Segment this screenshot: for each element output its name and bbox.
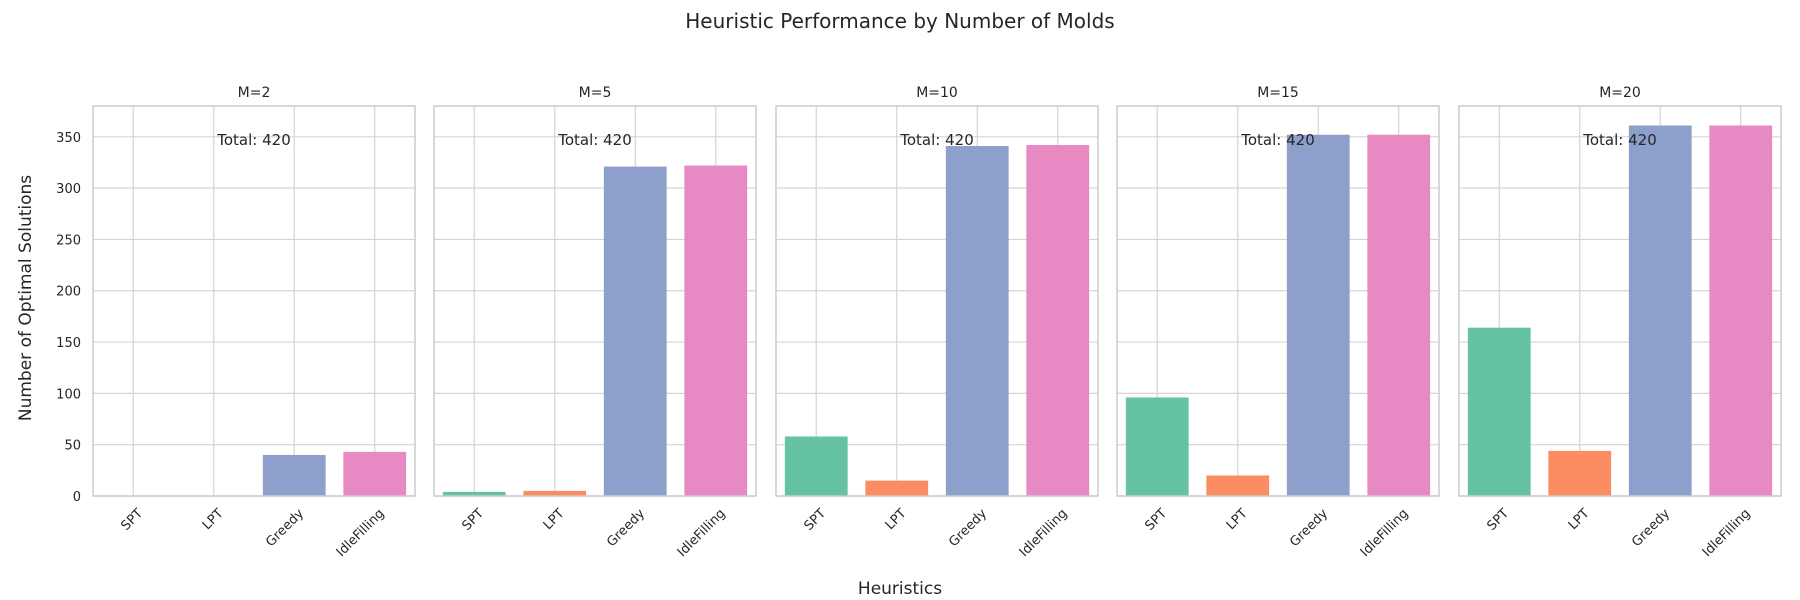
x-tick-label: SPT [1142, 506, 1170, 534]
total-label: Total: 420 [216, 131, 290, 149]
total-label: Total: 420 [557, 131, 631, 149]
x-tick-label: IdleFilling [1017, 506, 1071, 560]
panel-title: M=15 [1257, 85, 1299, 101]
y-tick-label: 250 [56, 233, 81, 248]
x-tick-label: IdleFilling [675, 506, 729, 560]
panel-title: M=5 [579, 85, 612, 101]
panel-frame [775, 105, 1099, 497]
panel-frame [1458, 105, 1782, 497]
y-axis-label: Number of Optimal Solutions [16, 175, 36, 421]
bar-idlefilling [1709, 125, 1773, 496]
x-tick-label: LPT [1566, 506, 1593, 533]
total-label: Total: 420 [1582, 131, 1656, 149]
x-tick-label: Greedy [604, 506, 648, 550]
chart-title: Heuristic Performance by Number of Molds [685, 9, 1114, 33]
bar-idlefilling [343, 451, 407, 496]
bar-lpt [1206, 475, 1270, 496]
bar-idlefilling [684, 165, 748, 497]
y-tick-label: 0 [73, 490, 81, 505]
x-tick-label: LPT [541, 506, 568, 533]
panel-m-10: M=10 Total: 420 SPT LPT Greedy IdleFilling [775, 85, 1099, 560]
x-tick-label: Greedy [1629, 506, 1673, 550]
x-axis-label: Heuristics [858, 579, 942, 599]
panel-title: M=20 [1599, 85, 1641, 101]
panel-frame [433, 105, 757, 497]
x-tick-label: SPT [118, 506, 146, 534]
total-label: Total: 420 [899, 131, 973, 149]
panel-m-2: M=2 Total: 420 0 50 100 150 200 250 300 350 SPT LPT… [56, 85, 416, 560]
bar-greedy [1286, 134, 1350, 496]
bar-spt [784, 436, 848, 496]
panel-title: M=2 [238, 85, 271, 101]
bar-greedy [603, 166, 667, 497]
x-tick-label: LPT [883, 506, 910, 533]
bar-idlefilling [1026, 145, 1090, 496]
x-tick-label: Greedy [1287, 506, 1331, 550]
panel-frame [1116, 105, 1440, 497]
y-tick-label: 200 [56, 285, 81, 300]
x-tick-label: SPT [459, 506, 487, 534]
bar-greedy [945, 146, 1009, 497]
x-tick-label: LPT [200, 506, 227, 533]
bar-spt [442, 491, 506, 496]
bar-lpt [523, 490, 587, 496]
bar-greedy [262, 454, 326, 496]
bar-idlefilling [1367, 134, 1431, 496]
x-tick-label: Greedy [263, 506, 307, 550]
x-tick-label: IdleFilling [1700, 506, 1754, 560]
panel-m-15: M=15 Total: 420 SPT LPT Greedy IdleFilling [1116, 85, 1440, 560]
x-tick-label: SPT [801, 506, 829, 534]
panel-m-5: M=5 Total: 420 SPT LPT Greedy IdleFilling [433, 85, 757, 560]
bar-spt [1125, 397, 1189, 496]
bar-lpt [1548, 450, 1612, 496]
x-tick-label: IdleFilling [1358, 506, 1412, 560]
panel-title: M=10 [916, 85, 958, 101]
y-tick-label: 100 [56, 387, 81, 402]
y-tick-label: 50 [64, 439, 81, 454]
y-tick-label: 150 [56, 336, 81, 351]
panel-m-20: M=20 Total: 420 SPT LPT Greedy IdleFilling [1458, 85, 1782, 560]
y-tick-label: 300 [56, 182, 81, 197]
bar-lpt [865, 480, 929, 496]
bar-greedy [1628, 125, 1692, 496]
y-tick-label: 350 [56, 131, 81, 146]
bar-spt [1467, 327, 1531, 496]
panel-frame [92, 105, 416, 497]
panels: M=2 Total: 420 0 50 100 150 200 250 300 350 SPT LPT… [56, 85, 1782, 560]
x-tick-label: IdleFilling [334, 506, 388, 560]
x-tick-label: Greedy [946, 506, 990, 550]
x-tick-label: LPT [1224, 506, 1251, 533]
x-tick-label: SPT [1484, 506, 1512, 534]
total-label: Total: 420 [1240, 131, 1314, 149]
